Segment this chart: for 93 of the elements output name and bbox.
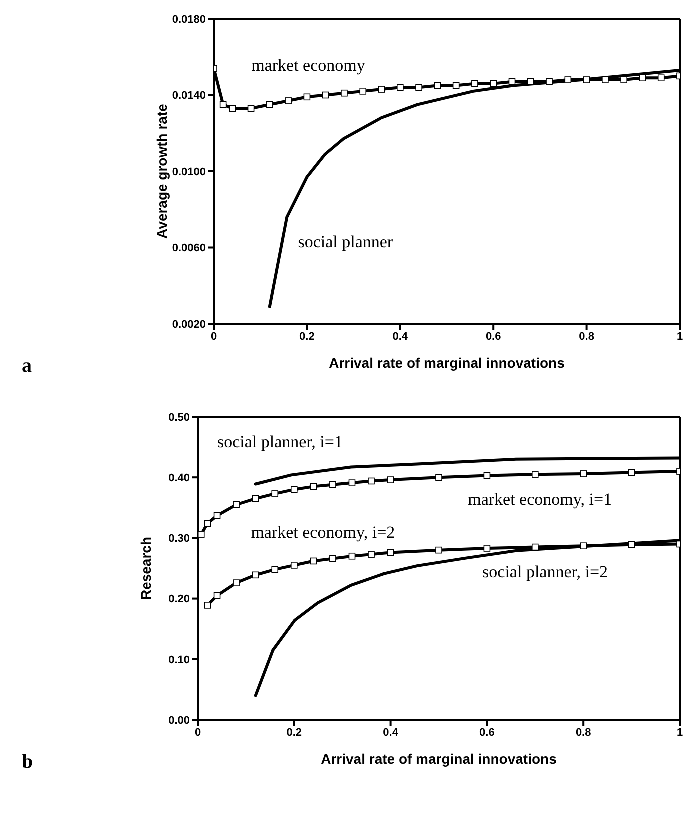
point	[532, 471, 539, 478]
point	[266, 101, 274, 108]
x-tick-label: 1	[676, 330, 684, 343]
y-tick-label: 0.0020	[172, 318, 206, 331]
point	[248, 105, 255, 112]
x-tick-label: 1	[676, 726, 684, 739]
point	[532, 544, 539, 551]
y-axis-title: Research	[138, 536, 154, 600]
point	[229, 105, 236, 112]
x-tick-label: 0.6	[486, 330, 502, 343]
series-label: social planner, i=2	[482, 562, 608, 582]
point	[214, 512, 221, 520]
y-tick-label: 0.00	[168, 714, 190, 727]
point	[490, 80, 497, 88]
point	[285, 98, 292, 104]
x-tick-label: 0.6	[480, 726, 495, 739]
point	[304, 94, 311, 101]
y-tick-label: 0.50	[168, 412, 190, 424]
point	[198, 531, 205, 538]
series-label: social planner	[298, 232, 394, 252]
point	[484, 545, 491, 552]
y-tick-label: 0.20	[168, 594, 190, 606]
point	[564, 76, 572, 84]
point	[397, 84, 404, 92]
x-tick-label: 0.4	[392, 330, 409, 343]
point	[658, 74, 665, 82]
point	[472, 80, 478, 88]
point	[416, 84, 422, 92]
point	[628, 541, 636, 548]
point	[436, 474, 442, 481]
point	[272, 490, 279, 498]
point	[310, 483, 318, 490]
point	[583, 76, 590, 84]
x-tick-label: 0.8	[576, 726, 592, 739]
point	[341, 90, 348, 97]
point	[291, 562, 298, 569]
point	[527, 78, 534, 86]
point	[436, 546, 442, 554]
point	[322, 92, 330, 99]
point	[628, 469, 636, 476]
x-axis-title: Arrival rate of marginal innovations	[321, 751, 558, 767]
point	[330, 555, 336, 562]
point	[387, 476, 394, 484]
point	[484, 472, 491, 480]
point	[368, 551, 375, 558]
point	[204, 520, 212, 528]
point	[233, 501, 240, 508]
point	[348, 552, 356, 560]
point	[204, 602, 212, 609]
point	[291, 486, 298, 494]
point	[434, 82, 442, 90]
series-label: social planner, i=1	[217, 432, 343, 452]
x-axis-title: Arrival rate of marginal innovations	[329, 355, 566, 371]
x-tick-label: 0	[194, 726, 202, 739]
point	[272, 566, 279, 574]
y-tick-label: 0.10	[168, 654, 190, 666]
y-tick-label: 0.0060	[172, 242, 206, 255]
point	[639, 74, 646, 82]
point	[233, 580, 240, 586]
point	[452, 82, 460, 90]
y-axis-title: Average growth rate	[154, 104, 170, 239]
point	[387, 549, 394, 556]
point	[378, 86, 386, 93]
point	[252, 495, 260, 502]
point	[360, 88, 367, 95]
y-tick-label: 0.40	[168, 472, 190, 485]
point	[580, 470, 587, 478]
x-tick-label: 0.4	[383, 726, 400, 739]
series-label: market economy, i=1	[468, 490, 612, 509]
series-label: market economy, i=2	[251, 523, 396, 542]
text: b	[22, 751, 34, 774]
y-tick-label: 0.0180	[172, 14, 206, 26]
point	[508, 78, 516, 86]
x-tick-label: 0.2	[286, 726, 302, 739]
point	[348, 480, 356, 486]
series-label: market economy	[252, 56, 366, 75]
text: a	[22, 355, 32, 378]
x-tick-label: 0.8	[579, 330, 594, 343]
point	[580, 542, 587, 550]
point	[368, 478, 375, 485]
x-tick-label: 0.2	[300, 330, 315, 343]
y-tick-label: 0.30	[168, 533, 190, 546]
point	[252, 572, 260, 579]
point	[220, 101, 227, 108]
y-tick-label: 0.0100	[172, 166, 206, 178]
point	[546, 78, 553, 86]
y-tick-label: 0.0140	[172, 90, 206, 102]
point	[602, 76, 609, 84]
point	[620, 76, 628, 84]
x-tick-label: 0	[210, 330, 218, 343]
point	[310, 558, 318, 565]
point	[214, 592, 221, 600]
point	[330, 481, 336, 488]
